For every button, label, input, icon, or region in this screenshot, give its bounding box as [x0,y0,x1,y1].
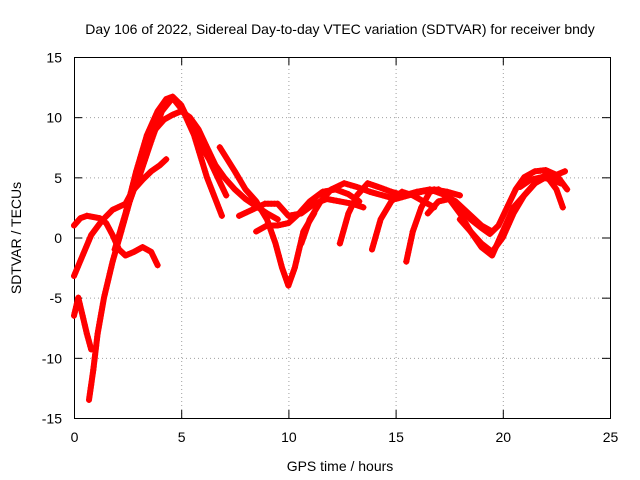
y-tick-label: -15 [42,411,62,427]
series-sat-16 [516,174,564,190]
x-tick-label: 0 [71,429,79,445]
series-sat-3 [71,294,95,353]
y-tick-label: -10 [42,350,62,366]
series-sat-9 [253,186,363,235]
series-trace [86,108,281,403]
series-crosses [86,108,281,403]
series-crosses [131,156,170,193]
ticks-layer [74,57,611,419]
y-axis-label: SDTVAR / TECUs [8,182,24,294]
x-tick-label: 15 [388,429,404,445]
series-sat-7 [216,144,318,289]
series-crosses [71,294,95,353]
series-layer [71,93,571,403]
y-tick-label: -5 [50,290,63,306]
y-tick-label: 15 [46,50,62,66]
x-tick-label: 20 [496,429,512,445]
series-crosses [517,174,564,190]
series-trace [111,93,230,253]
chart-title: Day 106 of 2022, Sidereal Day-to-day VTE… [85,21,594,37]
x-tick-label: 10 [281,429,297,445]
x-axis-label: GPS time / hours [287,458,394,474]
y-tick-labels: -15 -10 -5 0 5 10 15 [42,50,62,427]
series-sat-4 [86,108,281,403]
x-tick-label: 25 [603,429,619,445]
series-sat-5 [111,93,230,253]
y-tick-label: 0 [54,230,62,246]
x-tick-labels: 0 5 10 15 20 25 [71,429,619,445]
series-sat-6 [131,156,170,193]
y-tick-label: 5 [54,170,62,186]
series-crosses [216,144,318,289]
x-tick-label: 5 [178,429,186,445]
y-tick-label: 10 [46,110,62,126]
series-sat-2 [71,212,161,269]
